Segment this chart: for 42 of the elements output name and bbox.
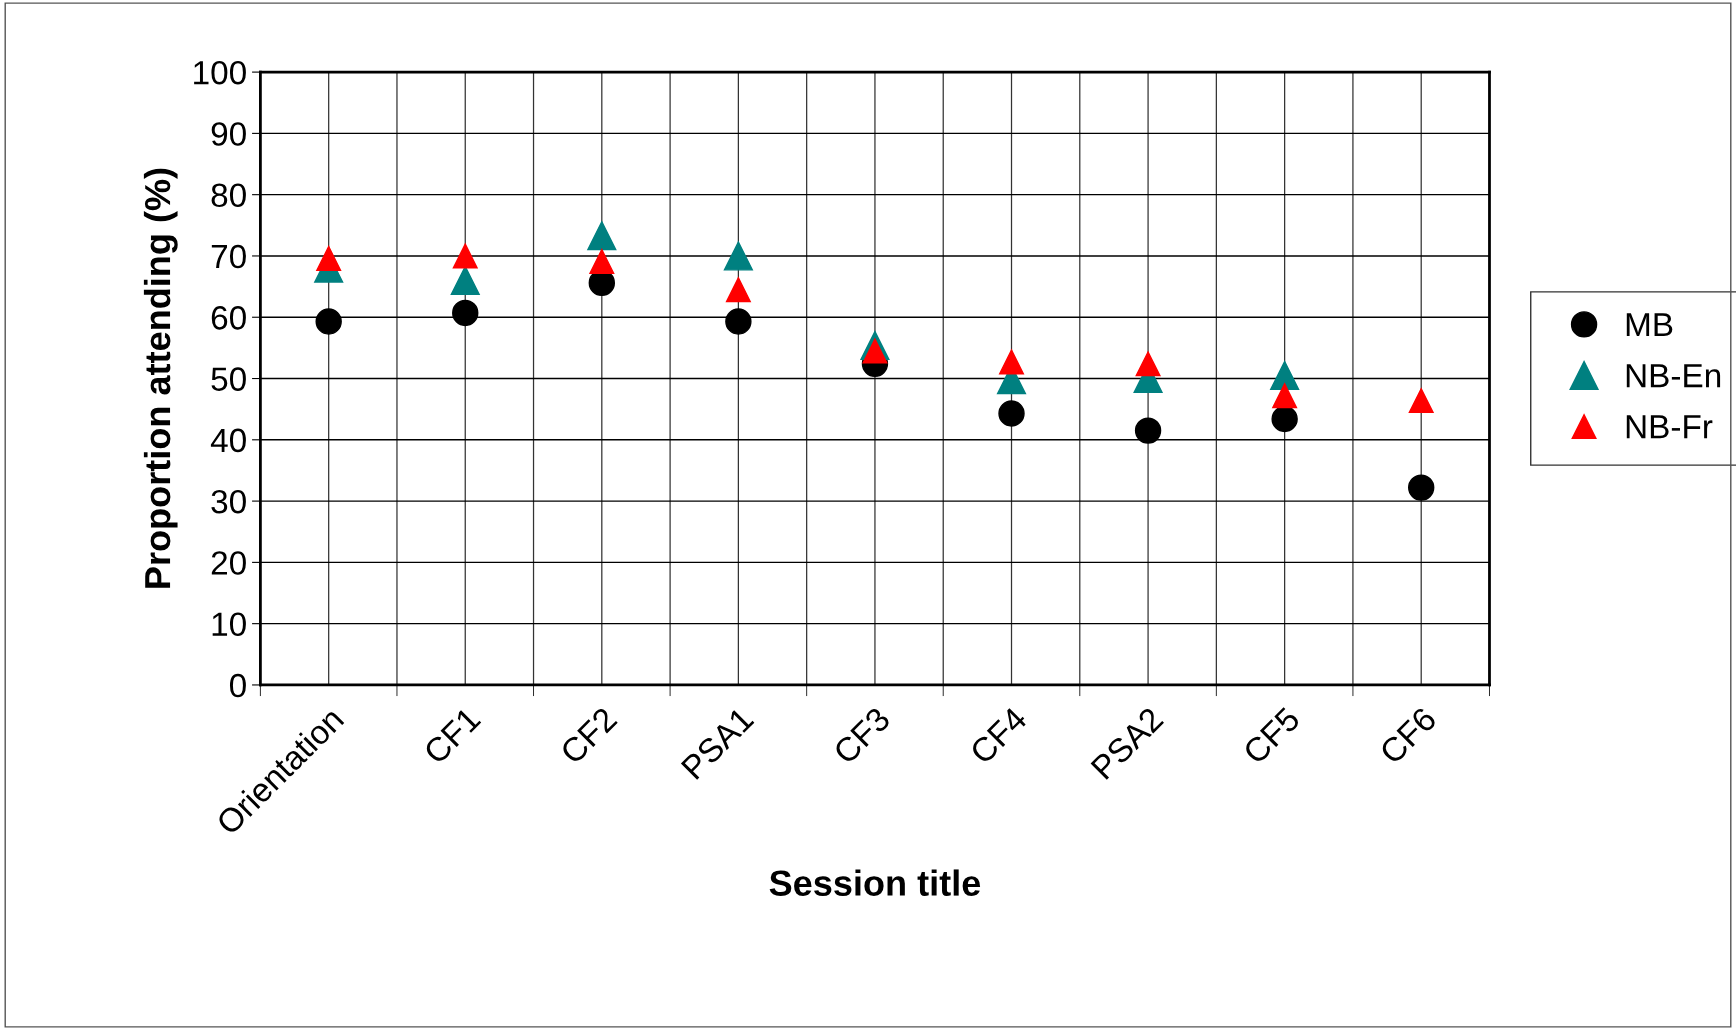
y-tick-label: 10: [212, 612, 246, 637]
point: [452, 299, 479, 327]
x-tick-label: CF5: [1241, 706, 1301, 766]
point: [725, 277, 751, 303]
x-tick-label: CF3: [832, 706, 892, 766]
point: [723, 241, 753, 271]
y-axis-title: Proportion attending (%): [143, 168, 178, 588]
y-tick-label: 0: [229, 673, 246, 698]
point: [316, 245, 342, 271]
point: [1270, 360, 1300, 391]
point: [1272, 383, 1298, 409]
point: [998, 400, 1025, 427]
point: [587, 221, 617, 251]
y-tick-label: 40: [210, 428, 246, 453]
y-tick-label: 50: [211, 367, 246, 391]
point: [1408, 474, 1435, 501]
point: [450, 265, 480, 296]
point: [452, 243, 478, 269]
x-tick-label: CF6: [1378, 706, 1438, 766]
point: [1271, 405, 1298, 433]
y-tick-label: 60: [211, 306, 246, 330]
legend-label: MB: [1626, 313, 1673, 337]
y-tick-label: 80: [211, 183, 246, 208]
point: [589, 248, 615, 274]
y-tick-label: 30: [211, 489, 246, 514]
y-tick-label: 70: [211, 244, 246, 269]
point: [862, 338, 888, 364]
y-tick-label: 90: [211, 122, 246, 146]
point: [1408, 388, 1434, 414]
point: [999, 349, 1025, 375]
y-tick-label: 20: [211, 551, 246, 575]
x-tick-label: CF2: [559, 706, 618, 766]
point: [1135, 351, 1161, 377]
y-tick-label: 100: [194, 60, 246, 85]
x-axis-title: Session title: [769, 869, 981, 896]
point: [725, 308, 752, 335]
legend-label: NB-En: [1626, 364, 1721, 388]
legend-label: NB-Fr: [1626, 415, 1713, 439]
point: [1134, 417, 1162, 444]
x-tick-label: CF4: [968, 705, 1029, 766]
x-tick-label: CF1: [422, 706, 482, 766]
point: [315, 308, 342, 335]
